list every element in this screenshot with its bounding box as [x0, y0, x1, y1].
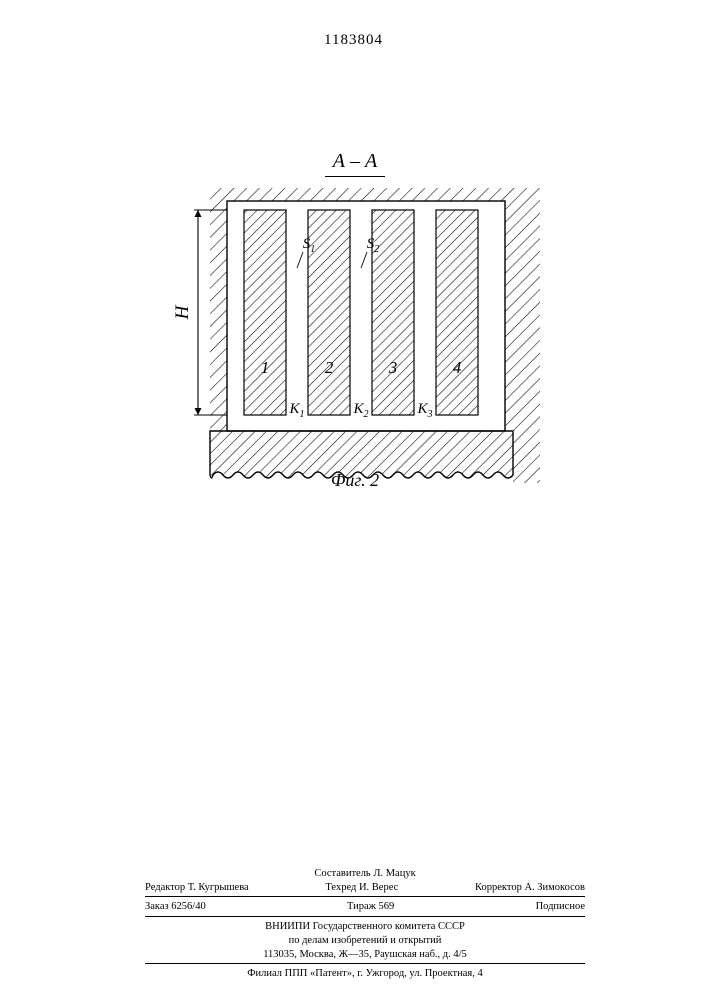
techred: Техред И. Верес: [325, 881, 398, 895]
corrector: Корректор А. Зимокосов: [475, 881, 585, 895]
section-underline: [325, 176, 385, 177]
imprint-block: Составитель Л. Мацук Редактор Т. Кугрыше…: [145, 867, 585, 981]
compiler-line: Составитель Л. Мацук: [145, 867, 585, 881]
svg-text:4: 4: [453, 358, 462, 377]
svg-text:3: 3: [388, 358, 398, 377]
section-label: А – А: [170, 150, 540, 173]
vniipi-1: ВНИИПИ Государственного комитета СССР: [145, 920, 585, 934]
tirazh: Тираж 569: [347, 900, 394, 914]
svg-text:2: 2: [325, 358, 334, 377]
order: Заказ 6256/40: [145, 900, 206, 914]
figure-caption: Фиг. 2: [170, 470, 540, 491]
figure-2: А – А 1234S1S2K1K2K3H Фиг. 2: [170, 150, 540, 490]
vniipi-3: 113035, Москва, Ж—35, Раушская наб., д. …: [145, 948, 585, 962]
svg-text:1: 1: [261, 358, 270, 377]
figure-svg: 1234S1S2K1K2K3H: [170, 188, 540, 488]
page-number: 1183804: [0, 32, 707, 49]
vniipi-2: по делам изобретений и открытий: [145, 934, 585, 948]
sub: Подписное: [536, 900, 585, 914]
imprint-rule-1: [145, 896, 585, 897]
imprint-rule-2: [145, 916, 585, 917]
vniipi-4: Филиал ППП «Патент», г. Ужгород, ул. Про…: [145, 967, 585, 981]
editor: Редактор Т. Кугрышева: [145, 881, 249, 895]
svg-text:H: H: [172, 304, 193, 320]
imprint-rule-3: [145, 963, 585, 964]
